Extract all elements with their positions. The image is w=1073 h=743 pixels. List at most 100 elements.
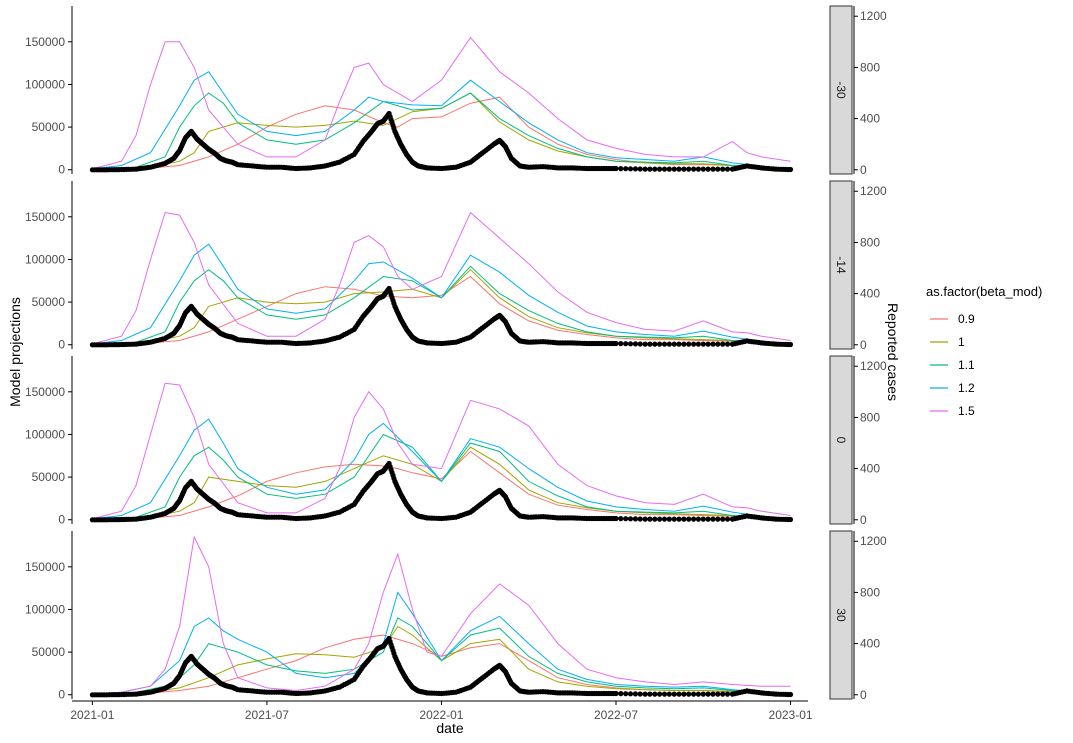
reported-case-point <box>613 515 619 522</box>
series-line-1.5 <box>92 211 791 345</box>
series-line-1.2 <box>92 591 791 695</box>
reported-case-point <box>681 691 687 697</box>
x-tick-label: 2021-01 <box>70 708 114 722</box>
reported-case-point <box>661 166 668 172</box>
reported-case-point <box>642 516 648 522</box>
reported-case-point <box>647 341 653 347</box>
reported-case-point <box>657 516 663 522</box>
reported-case-point <box>666 516 672 522</box>
reported-case-point <box>657 691 663 697</box>
right-tick-label: 0 <box>860 513 867 527</box>
reported-cases-points <box>89 285 794 348</box>
left-tick-label: 50000 <box>32 645 66 659</box>
reported-case-point <box>613 340 619 347</box>
reported-case-point <box>637 691 643 697</box>
series-line-1 <box>92 92 791 170</box>
reported-case-point <box>623 341 629 347</box>
panel-30: 0 50000 100000 150000 30 0 400 800 1200 <box>25 530 887 702</box>
x-tick-label: 2021-07 <box>245 708 289 722</box>
reported-case-point <box>642 166 648 172</box>
reported-case-point <box>681 516 687 522</box>
reported-case-point <box>710 166 716 172</box>
reported-case-point <box>657 341 663 347</box>
reported-case-point <box>676 691 682 697</box>
reported-case-point <box>695 691 702 697</box>
right-tick-label: 800 <box>860 585 880 599</box>
reported-case-point <box>642 691 648 697</box>
reported-case-point <box>686 516 692 522</box>
reported-case-point <box>671 341 677 347</box>
right-tick-label: 1200 <box>860 534 887 548</box>
reported-case-point <box>647 691 653 697</box>
reported-case-point <box>686 166 692 172</box>
reported-case-point <box>623 166 629 172</box>
reported-case-point <box>691 166 697 172</box>
series-line-1.1 <box>92 265 791 345</box>
right-tick-label: 1200 <box>860 359 887 373</box>
reported-case-point <box>787 166 794 173</box>
right-tick-label: 1200 <box>860 184 887 198</box>
right-tick-label: 400 <box>860 462 880 476</box>
reported-case-point <box>715 166 721 172</box>
y-axis-title-left: Model projections <box>7 297 23 407</box>
reported-case-point <box>691 516 697 522</box>
series-line-1.2 <box>92 418 791 520</box>
facet-strip-label: -30 <box>834 81 848 99</box>
reported-case-point <box>637 166 643 172</box>
series-line-1.2 <box>92 243 791 345</box>
reported-case-point <box>652 166 658 172</box>
reported-case-point <box>715 341 721 347</box>
reported-case-point <box>623 691 629 697</box>
reported-case-point <box>652 341 658 347</box>
reported-case-point <box>700 341 706 347</box>
facet-strip <box>829 5 853 175</box>
series-line-1 <box>92 446 791 520</box>
panels: 0 50000 100000 150000 -30 0 400 800 1200 0 50000 10… <box>25 5 887 702</box>
right-tick-label: 400 <box>860 112 880 126</box>
reported-case-point <box>618 516 624 522</box>
reported-case-point <box>632 341 639 347</box>
left-tick-label: 0 <box>58 513 65 527</box>
reported-case-point <box>671 166 677 172</box>
panel--30: 0 50000 100000 150000 -30 0 400 800 1200 <box>25 5 887 177</box>
x-axis-title: date <box>436 720 463 736</box>
legend-label-1.5: 1.5 <box>958 404 975 418</box>
reported-cases-points <box>89 460 794 523</box>
reported-case-point <box>647 166 653 172</box>
reported-case-point <box>623 516 629 522</box>
facet-strip-label: 30 <box>834 608 848 622</box>
reported-case-point <box>618 166 624 172</box>
right-tick-label: 800 <box>860 60 880 74</box>
reported-case-point <box>666 341 672 347</box>
reported-case-point <box>715 516 721 522</box>
series-line-0.9 <box>92 450 791 520</box>
reported-case-point <box>715 691 721 697</box>
reported-case-point <box>695 341 702 347</box>
left-tick-label: 0 <box>58 163 65 177</box>
series-line-1 <box>92 269 791 345</box>
legend: as.factor(beta_mod) 0.9 1 1.1 1.2 1.5 <box>926 284 1042 418</box>
right-tick-label: 1200 <box>860 9 887 23</box>
reported-cases-points <box>89 635 794 698</box>
reported-case-point <box>724 691 731 697</box>
reported-case-point <box>695 166 702 172</box>
legend-title: as.factor(beta_mod) <box>926 284 1042 299</box>
left-tick-label: 50000 <box>32 470 66 484</box>
legend-label-1.2: 1.2 <box>958 381 975 395</box>
reported-case-point <box>618 691 624 697</box>
reported-case-point <box>710 341 716 347</box>
reported-case-point <box>787 691 794 698</box>
left-tick-label: 100000 <box>25 427 65 441</box>
reported-case-point <box>705 516 711 522</box>
reported-case-point <box>647 516 653 522</box>
y-axis-title-right: Reported cases <box>885 303 901 401</box>
left-tick-label: 150000 <box>25 385 65 399</box>
right-tick-label: 800 <box>860 235 880 249</box>
facet-strip <box>829 180 853 350</box>
left-tick-label: 50000 <box>32 295 66 309</box>
reported-case-point <box>627 516 634 522</box>
reported-case-point <box>632 516 639 522</box>
reported-case-point <box>671 691 677 697</box>
reported-case-point <box>686 341 692 347</box>
